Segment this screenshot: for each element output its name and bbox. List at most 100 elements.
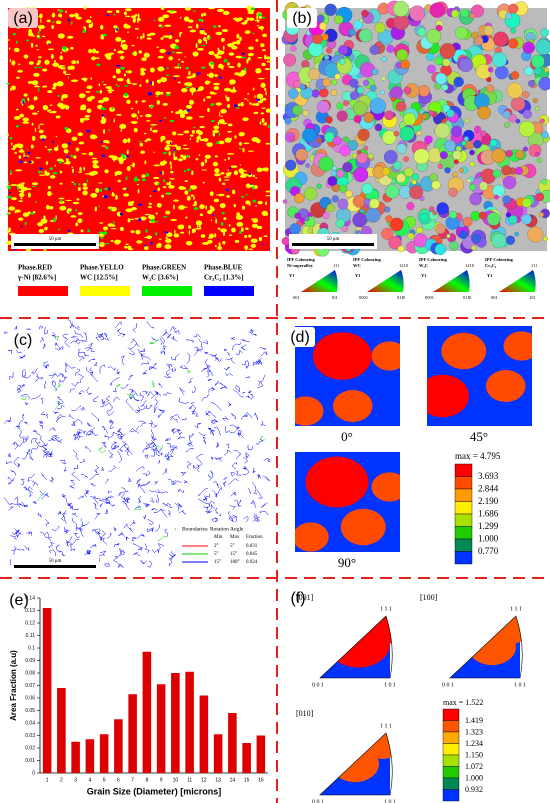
phase-grain [195,220,203,226]
boundary [61,493,67,498]
boundary [93,495,102,502]
phase-grain [61,143,69,149]
phase-grain [63,70,67,74]
phase-grain [210,64,214,70]
phase-grain [82,117,90,121]
boundary [210,429,216,435]
max-label: max = 1.522 [443,698,483,707]
phase-grain [240,101,244,107]
phase-grain [261,97,267,101]
phase-grain [140,150,146,154]
boundary [39,531,52,539]
angle-label: 0° [341,429,353,444]
phase-grain [149,194,152,198]
phase-grain [6,39,11,41]
grain [326,47,333,54]
phase-grain [199,28,204,31]
boundary [257,380,264,389]
boundary [57,396,64,404]
boundary [83,332,87,341]
phase-grain [258,15,262,19]
grain [508,3,519,14]
grain [361,182,374,195]
grain [532,98,538,103]
phase-grain [155,232,158,236]
boundary [170,367,176,372]
phase-grain [184,190,189,195]
phase-grain [178,185,185,190]
grain [365,207,381,223]
phase-grain [157,182,160,186]
phase-grain [221,212,225,215]
boundary [186,339,194,344]
boundary [80,473,88,478]
boundary [208,427,212,431]
phase-grain [167,95,169,97]
contour [320,733,393,795]
phase-grain [202,181,205,184]
phase-grain [201,44,206,47]
grain [352,195,366,208]
boundary [148,527,154,532]
ipf-corner: 0001 [425,295,434,300]
phase-grain [266,60,272,63]
legend-name: Phase.RED [18,264,52,272]
boundary [67,319,77,329]
grain [522,41,535,54]
boundary [228,511,238,518]
phase-grain [241,22,248,25]
grain [429,2,445,18]
phase-grain [189,99,194,105]
phase-grain [239,36,242,42]
grain [302,109,309,117]
boundary [223,348,227,351]
boundary [101,497,109,501]
phase-grain [225,172,232,177]
boundary [13,457,20,466]
grain [492,52,507,68]
boundary [187,461,192,469]
phase-grain [200,234,206,238]
boundary [93,361,98,366]
boundary [249,393,254,399]
grain [522,91,530,99]
boundary [252,467,256,474]
bar [185,671,194,773]
phase-grain [29,160,32,164]
phase-grain [136,183,140,186]
phase-grain [131,113,137,118]
legend-swatch [80,286,130,296]
phase-grain [75,208,78,212]
phase-grain [241,227,244,232]
grain [429,173,438,182]
grain [448,187,458,197]
boundary [212,489,218,498]
phase-grain [154,177,157,180]
contour-band [295,522,329,552]
boundary [94,512,102,520]
boundary [134,505,141,509]
grain [411,179,417,185]
boundary [156,445,164,450]
grain [404,167,414,177]
phase-grain [265,90,267,96]
phase-grain [198,86,204,91]
grain [361,9,369,18]
x-tick-label: 2 [60,777,63,783]
boundary [128,388,133,396]
phase-grain [185,104,192,109]
boundary [228,478,239,486]
bar [57,688,66,773]
boundary [170,326,177,331]
boundary [16,532,21,538]
phase-grain [37,56,42,59]
boundary [146,503,151,507]
phase-grain [183,131,188,133]
phase-grain [236,212,240,217]
boundary [12,441,18,445]
phase-grain [261,16,266,19]
boundary [77,431,82,439]
phase-grain [166,74,170,77]
boundary [258,374,266,386]
grain [335,218,345,229]
